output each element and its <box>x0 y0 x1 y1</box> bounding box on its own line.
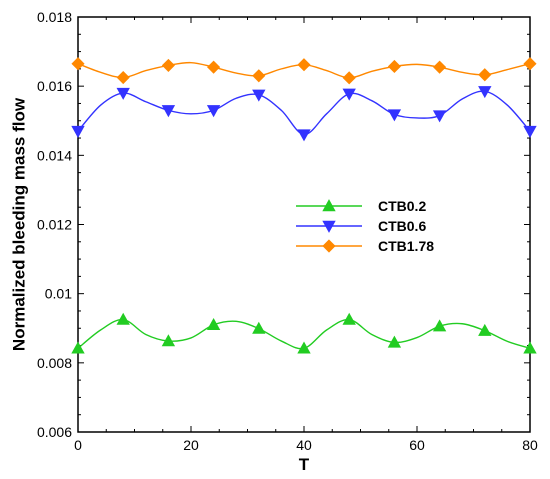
data-point-marker <box>116 70 130 85</box>
series-CTB1.78 <box>71 57 537 85</box>
plot-frame <box>77 16 531 433</box>
y-tick-label: 0.014 <box>37 147 72 163</box>
legend-label: CTB0.6 <box>378 218 426 234</box>
axis-tick-labels: 0 20 40 60 80 0.006 0.008 0.01 0.012 0.014 0.016 0.… <box>37 9 538 453</box>
data-point-marker <box>478 86 492 99</box>
legend-marker <box>322 220 336 233</box>
y-tick-label: 0.016 <box>37 78 72 94</box>
y-tick-label: 0.006 <box>37 424 72 440</box>
legend-label: CTB0.2 <box>378 198 426 214</box>
legend-label: CTB1.78 <box>378 238 434 254</box>
y-tick-label: 0.012 <box>37 217 72 233</box>
series-layer <box>71 57 537 354</box>
data-point-marker <box>523 125 537 138</box>
y-tick-label: 0.008 <box>37 355 72 371</box>
data-point-marker <box>161 105 176 118</box>
data-point-marker <box>387 109 402 122</box>
series-CTB0.2 <box>71 312 537 354</box>
y-tick-label: 0.01 <box>45 286 72 302</box>
data-point-marker <box>207 60 221 74</box>
data-point-marker <box>252 321 266 334</box>
legend-item: CTB1.78 <box>296 238 434 254</box>
x-tick-label: 20 <box>183 437 199 453</box>
x-tick-label: 0 <box>74 437 82 453</box>
x-tick-label: 60 <box>409 437 425 453</box>
y-tick-label: 0.018 <box>37 9 72 25</box>
data-point-marker <box>478 68 492 82</box>
data-point-marker <box>342 312 356 325</box>
data-point-marker <box>116 312 130 325</box>
series-line <box>77 90 531 136</box>
data-point-marker <box>297 129 311 142</box>
data-point-marker <box>432 319 447 332</box>
data-point-marker <box>71 57 85 71</box>
data-point-marker <box>342 88 356 101</box>
data-point-marker <box>71 341 85 354</box>
series-CTB0.6 <box>71 86 537 142</box>
data-point-marker <box>523 341 537 354</box>
legend-marker <box>322 199 336 212</box>
data-point-marker <box>387 59 401 74</box>
x-axis-title: T <box>299 455 310 474</box>
axis-ticks <box>77 16 531 433</box>
legend-marker <box>322 239 336 253</box>
data-point-marker <box>161 58 175 72</box>
data-point-marker <box>116 87 130 100</box>
legend-item: CTB0.6 <box>296 218 426 234</box>
data-point-marker <box>297 341 311 354</box>
data-point-marker <box>342 71 356 85</box>
data-point-marker <box>433 60 447 74</box>
legend: CTB0.2 CTB0.6 CTB1.78 <box>296 198 434 254</box>
data-point-marker <box>161 334 176 347</box>
data-point-marker <box>387 335 402 348</box>
data-point-marker <box>252 69 266 83</box>
data-point-marker <box>71 125 85 138</box>
data-point-marker <box>252 89 266 102</box>
data-point-marker <box>478 323 492 336</box>
data-point-marker <box>523 57 537 71</box>
x-tick-label: 40 <box>296 437 312 453</box>
legend-item: CTB0.2 <box>296 198 426 214</box>
x-tick-label: 80 <box>522 437 538 453</box>
data-point-marker <box>206 105 221 118</box>
data-point-marker <box>206 317 221 330</box>
data-point-marker <box>297 58 311 72</box>
y-axis-title: Normalized bleeding mass flow <box>9 97 28 351</box>
data-point-marker <box>432 110 447 123</box>
